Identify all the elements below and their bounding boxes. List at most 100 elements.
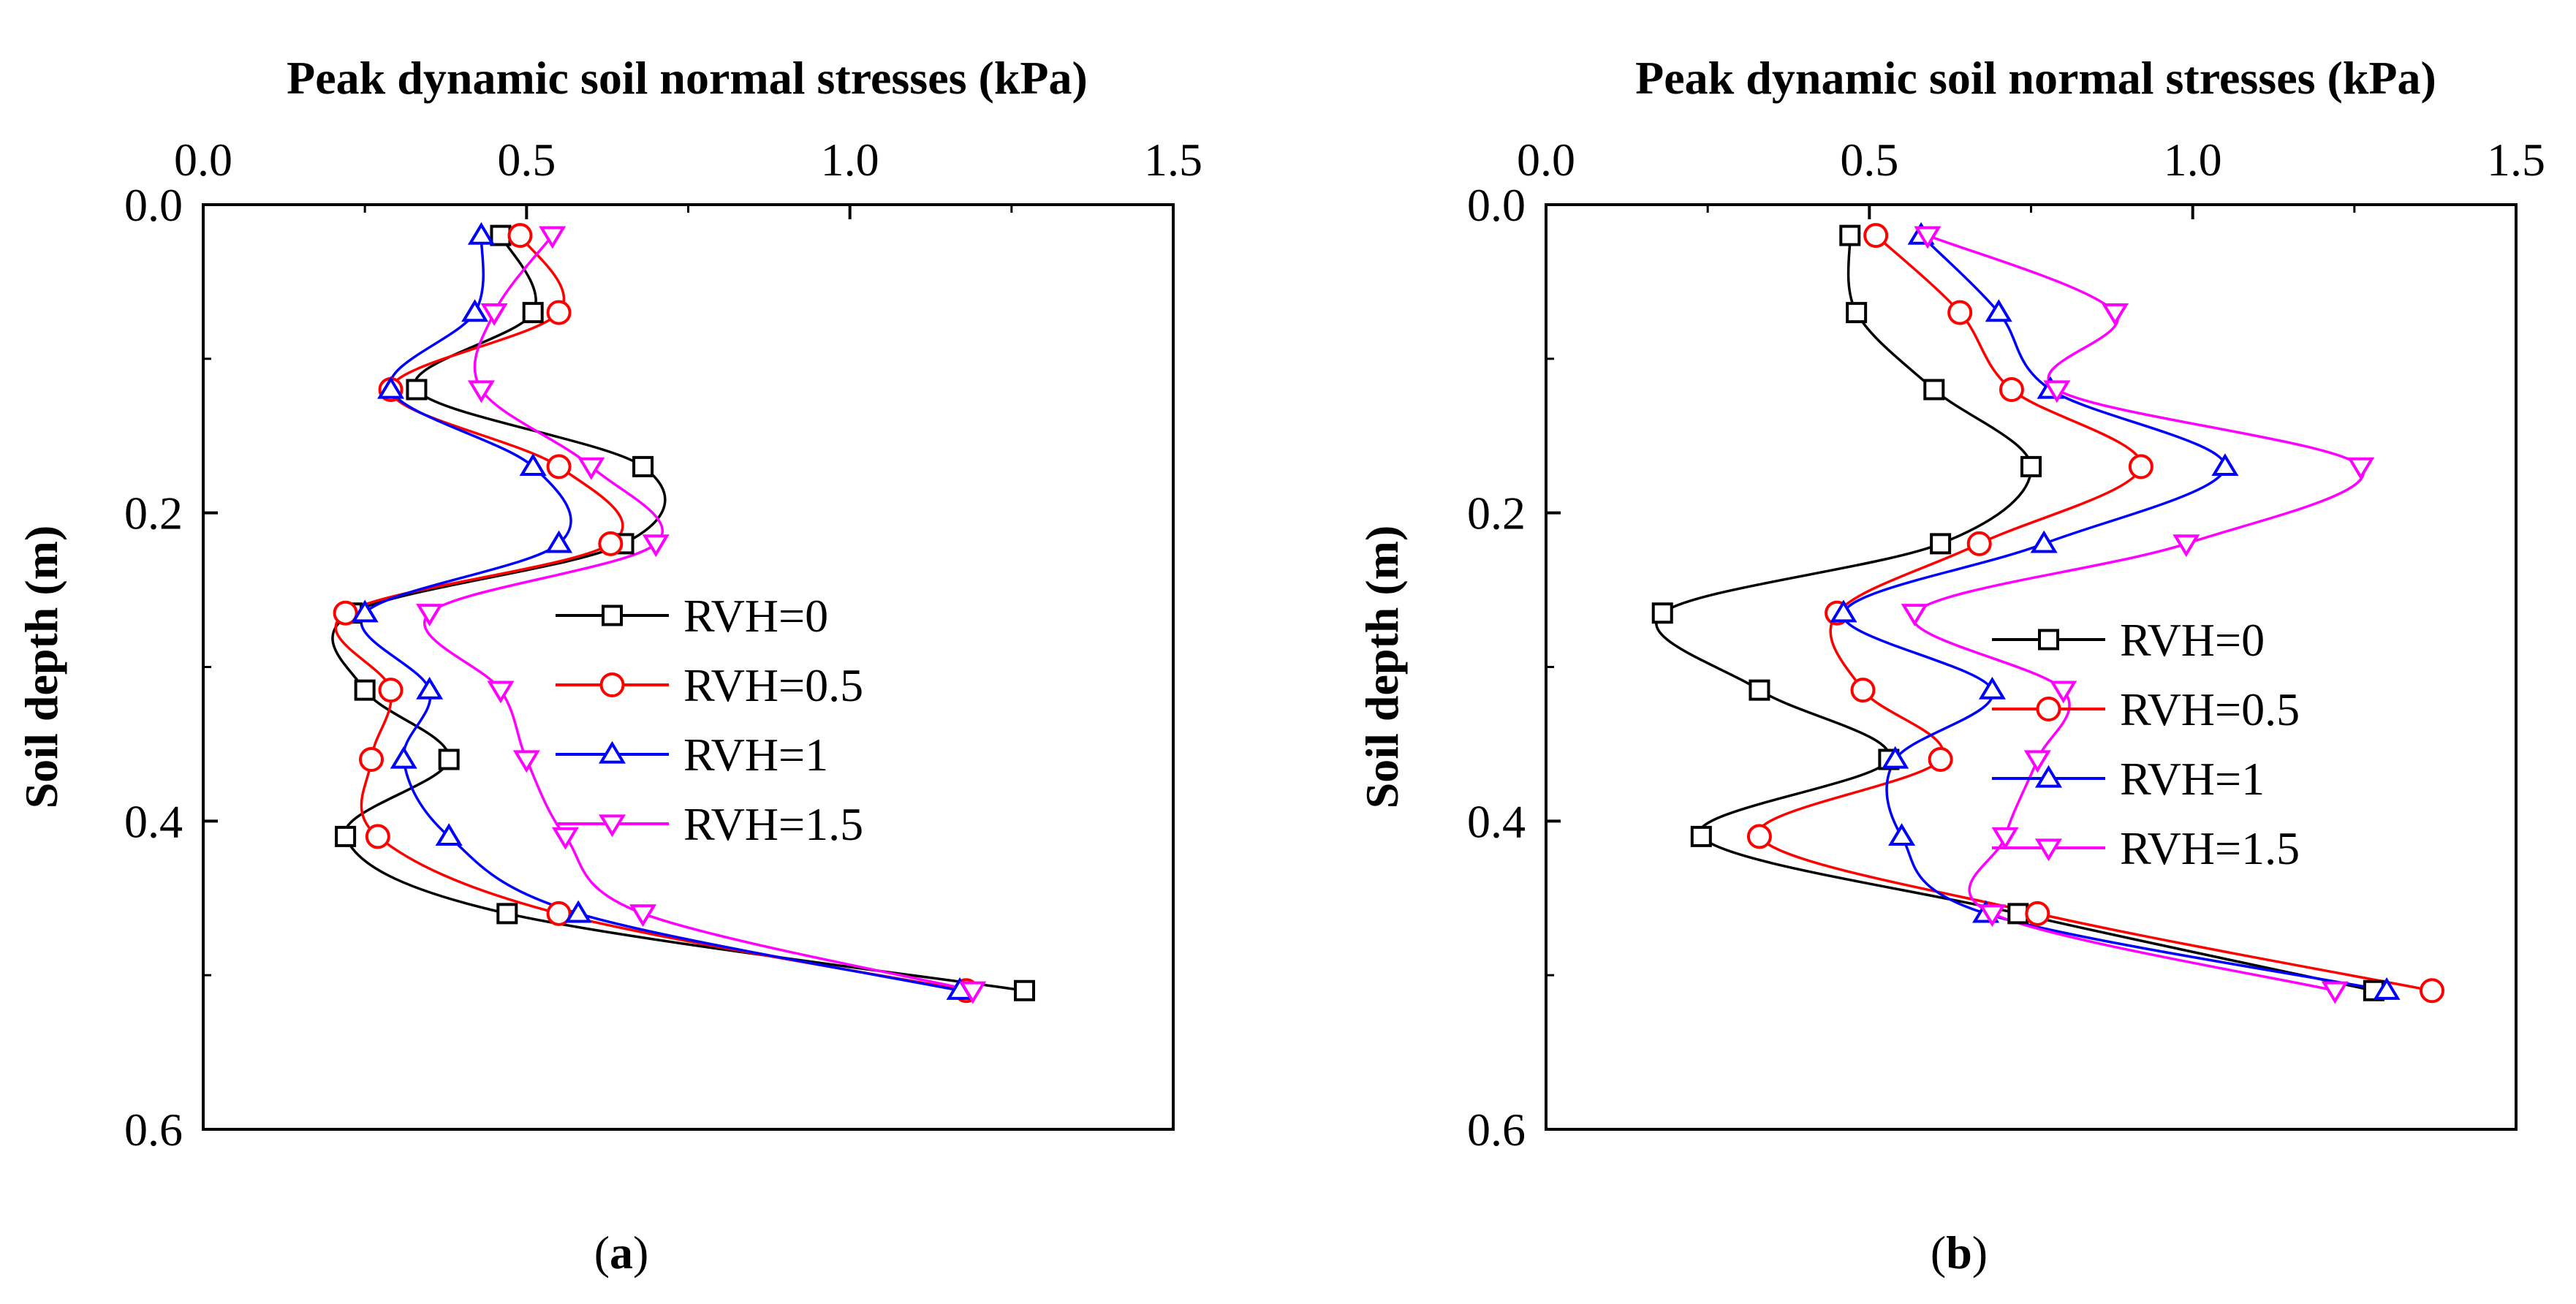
data-point [546, 901, 572, 926]
data-point [546, 454, 572, 479]
data-point [1901, 604, 1928, 626]
y-tick-label: 0.2 [124, 488, 183, 539]
data-point [2128, 454, 2153, 479]
data-point [467, 380, 495, 403]
x-tick-label: 0.5 [497, 134, 556, 186]
legend-marker [598, 740, 626, 764]
data-point [522, 302, 544, 324]
data-point [512, 750, 540, 773]
data-point [629, 904, 657, 928]
legend-label: RVH=1 [2120, 753, 2265, 805]
data-point [2025, 901, 2050, 926]
data-point [1850, 678, 1876, 703]
data-point [1830, 599, 1857, 623]
legend-marker [599, 672, 625, 697]
data-point [1966, 531, 1992, 556]
data-point [1746, 824, 1772, 849]
series-markers-1 [1746, 223, 2444, 1004]
data-point [577, 457, 605, 480]
data-point [507, 223, 533, 249]
data-point [1651, 602, 1673, 624]
data-point [1999, 377, 2024, 402]
legend: RVH=0 RVH=0.5 RVH=1 RVH=1.5 [556, 590, 863, 850]
data-point [598, 531, 624, 556]
data-point [519, 453, 547, 477]
data-point [1923, 379, 1945, 401]
x-tick-label: 1.0 [821, 134, 879, 186]
data-point [1839, 224, 1861, 246]
y-tick-label: 0.4 [124, 795, 183, 847]
data-point [2211, 453, 2239, 477]
data-point [1914, 226, 1942, 249]
panel-label-letter: a [610, 1227, 633, 1278]
data-point [2007, 903, 2029, 925]
legend-label: RVH=0 [2120, 614, 2265, 666]
data-point [1947, 300, 1973, 325]
data-point [2373, 977, 2401, 1000]
data-point [335, 825, 357, 847]
y-tick-label: 0.6 [1467, 1104, 1526, 1156]
x-axis-title: Peak dynamic soil normal stresses (kPa) [1635, 52, 2436, 104]
data-point [467, 221, 495, 245]
data-point [1978, 904, 2006, 928]
series-markers-2 [351, 221, 974, 1000]
data-point [1991, 827, 2019, 850]
legend-label: RVH=0.5 [2120, 683, 2300, 735]
data-point [1749, 679, 1770, 701]
data-point [2321, 981, 2349, 1004]
data-point [2030, 530, 2058, 553]
data-point [2347, 457, 2375, 480]
data-point [480, 303, 508, 326]
data-point [354, 679, 376, 701]
data-point [359, 747, 384, 772]
panel-label-open-paren: ( [1931, 1227, 1946, 1278]
data-point [496, 903, 518, 925]
data-point [1978, 676, 2006, 700]
y-axis-title: Soil depth (m) [15, 526, 67, 809]
legend-marker [598, 814, 626, 838]
x-tick-label: 1.0 [2164, 134, 2222, 186]
y-tick-label: 0.2 [1467, 488, 1526, 539]
chart-panel-b: 0.0 0.5 1.0 1.5 0.0 0.2 0.4 0.6 Peak dynamic soi… [1356, 52, 2545, 1278]
data-point [416, 604, 444, 626]
legend-label: RVH=1 [683, 729, 828, 781]
data-point [333, 600, 358, 626]
data-point [1014, 979, 1036, 1001]
panel-label-open-paren: ( [594, 1227, 610, 1278]
data-point [2050, 681, 2077, 704]
data-point [2020, 455, 2042, 477]
legend-marker [2038, 629, 2059, 651]
data-point [390, 746, 417, 769]
y-tick-label: 0.4 [1467, 795, 1526, 847]
data-point [539, 226, 567, 249]
legend-marker [2036, 697, 2061, 721]
series-markers-3 [1901, 226, 2375, 1004]
panel-label: (a) [594, 1227, 649, 1278]
x-tick-label: 0.0 [174, 134, 232, 186]
data-point [564, 900, 592, 923]
series-markers-0 [1651, 224, 2384, 1001]
legend-label: RVH=1.5 [683, 798, 863, 850]
panel-label-close-paren: ) [633, 1227, 648, 1278]
data-point [1846, 302, 1868, 324]
panel-label-close-paren: ) [1972, 1227, 1988, 1278]
x-tick-label: 1.5 [1144, 134, 1202, 186]
legend-label: RVH=0.5 [683, 659, 863, 711]
data-point [642, 534, 670, 558]
data-point [435, 823, 463, 846]
y-tick-label: 0.6 [124, 1104, 183, 1156]
y-tick-label: 0.0 [1467, 179, 1526, 231]
series-curves [1655, 234, 2433, 992]
data-point [490, 224, 512, 246]
data-point [416, 676, 444, 700]
data-point [377, 376, 405, 399]
data-point [959, 981, 987, 1004]
chart-panel-a: 0.0 0.5 1.0 1.5 0.0 0.2 0.4 0.6 Peak dynamic soi… [15, 52, 1202, 1278]
data-point [1690, 825, 1712, 847]
series-curve-3 [1911, 234, 2365, 992]
series-curve-2 [1842, 234, 2387, 992]
legend-marker [2034, 765, 2063, 788]
data-point [2101, 303, 2129, 326]
legend-label: RVH=0 [683, 590, 828, 642]
